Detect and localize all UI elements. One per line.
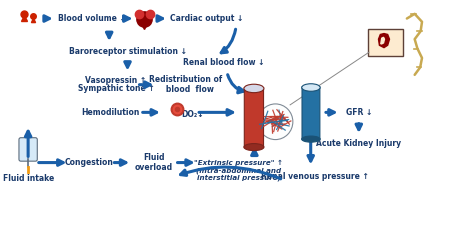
Text: Fluid intake: Fluid intake — [3, 173, 55, 183]
FancyBboxPatch shape — [19, 138, 37, 161]
Text: Hemodilution: Hemodilution — [82, 108, 140, 117]
Text: "Extrinsic pressure" ↑
(intra-abdominal and
interstitial pressure): "Extrinsic pressure" ↑ (intra-abdominal … — [194, 160, 283, 181]
Text: GFR ↓: GFR ↓ — [346, 108, 372, 117]
Text: Fluid
overload: Fluid overload — [135, 153, 173, 172]
Text: Cardiac output ↓: Cardiac output ↓ — [170, 14, 244, 23]
Text: Redistribution of
   blood  flow: Redistribution of blood flow — [149, 75, 222, 94]
Text: Congestion: Congestion — [65, 158, 114, 167]
Text: Baroreceptor stimulation ↓: Baroreceptor stimulation ↓ — [69, 47, 186, 56]
Polygon shape — [381, 37, 384, 44]
FancyBboxPatch shape — [367, 29, 403, 56]
Ellipse shape — [302, 136, 320, 142]
Ellipse shape — [244, 84, 264, 93]
FancyBboxPatch shape — [244, 88, 264, 148]
Text: Blood volume ↓: Blood volume ↓ — [58, 14, 126, 23]
Text: DO₂↓: DO₂↓ — [181, 110, 204, 119]
Text: Acute Kidney Injury: Acute Kidney Injury — [316, 139, 401, 148]
Ellipse shape — [244, 143, 264, 151]
Text: Sympathic tone ↑: Sympathic tone ↑ — [78, 84, 155, 93]
Text: Vasopressin ↑: Vasopressin ↑ — [85, 76, 146, 85]
Circle shape — [258, 104, 293, 139]
Ellipse shape — [302, 84, 320, 91]
FancyBboxPatch shape — [302, 87, 320, 140]
Text: Renal blood flow ↓: Renal blood flow ↓ — [183, 58, 264, 67]
Text: Renal venous pressure ↑: Renal venous pressure ↑ — [261, 172, 369, 181]
Polygon shape — [379, 34, 390, 48]
